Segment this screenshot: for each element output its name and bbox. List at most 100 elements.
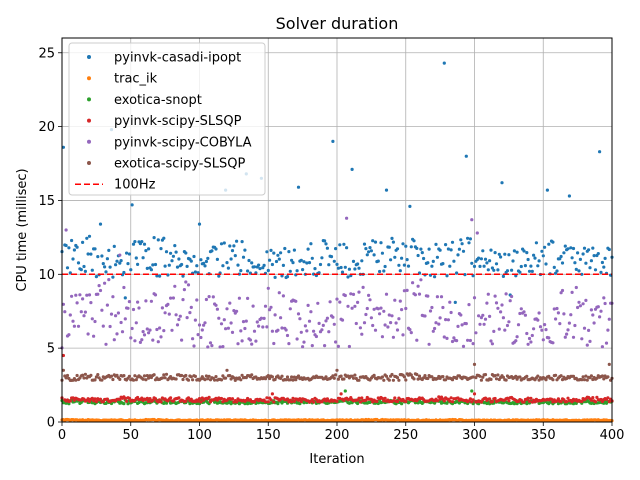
data-point xyxy=(500,303,504,307)
data-point xyxy=(442,335,446,339)
data-point xyxy=(544,262,548,266)
legend-marker xyxy=(87,55,91,59)
data-point xyxy=(544,378,548,382)
data-point xyxy=(489,248,493,252)
data-point xyxy=(525,331,529,336)
data-point xyxy=(169,375,173,379)
data-point xyxy=(397,378,401,382)
data-point xyxy=(466,338,470,342)
data-point xyxy=(236,342,240,346)
data-point xyxy=(94,275,98,279)
data-point xyxy=(587,248,591,252)
data-point xyxy=(173,244,177,248)
data-point xyxy=(587,328,591,332)
data-point xyxy=(310,398,314,402)
data-point xyxy=(162,373,166,377)
data-point xyxy=(305,261,309,265)
data-point xyxy=(94,375,98,379)
data-point xyxy=(284,378,288,382)
data-point xyxy=(162,236,166,240)
data-point xyxy=(518,375,522,379)
data-point xyxy=(103,281,107,285)
data-point xyxy=(405,288,409,292)
data-point xyxy=(584,374,588,378)
data-point xyxy=(375,399,379,403)
data-point xyxy=(455,271,459,275)
data-point xyxy=(505,269,510,273)
data-point xyxy=(147,331,151,335)
data-point xyxy=(111,295,115,299)
data-point xyxy=(130,203,134,207)
data-point xyxy=(444,378,448,382)
data-point xyxy=(450,378,455,382)
data-point xyxy=(422,256,426,261)
data-point xyxy=(489,377,493,381)
data-point xyxy=(556,311,561,315)
data-point xyxy=(376,259,380,263)
data-point xyxy=(464,322,468,326)
data-point xyxy=(96,292,100,296)
data-points xyxy=(60,61,614,423)
data-point xyxy=(155,327,159,332)
data-point xyxy=(173,284,177,288)
data-point xyxy=(494,262,499,266)
data-point xyxy=(291,261,295,265)
data-point xyxy=(175,323,180,327)
data-point xyxy=(232,376,236,380)
data-point xyxy=(247,258,251,263)
data-point xyxy=(577,269,581,273)
data-point xyxy=(457,247,461,251)
data-point xyxy=(522,249,526,253)
data-point xyxy=(449,396,453,400)
data-point xyxy=(391,335,395,339)
data-point xyxy=(357,396,361,400)
data-point xyxy=(373,328,378,332)
data-point xyxy=(384,188,389,192)
data-point xyxy=(224,327,228,331)
data-point xyxy=(270,329,274,333)
data-point xyxy=(98,288,103,293)
data-point xyxy=(503,328,507,332)
data-point xyxy=(503,252,507,256)
data-point xyxy=(439,295,444,299)
data-point xyxy=(192,254,196,259)
data-point xyxy=(533,256,537,260)
data-point xyxy=(559,374,563,378)
data-point xyxy=(589,308,594,312)
data-point xyxy=(195,298,199,302)
data-point xyxy=(346,304,350,308)
data-point xyxy=(536,374,540,378)
data-point xyxy=(116,311,120,315)
data-point xyxy=(547,336,551,340)
data-point xyxy=(573,323,577,328)
data-point xyxy=(582,378,587,382)
data-point xyxy=(569,313,573,317)
data-point xyxy=(72,248,76,252)
data-point xyxy=(336,377,340,381)
data-point xyxy=(555,306,559,311)
data-point xyxy=(560,288,565,293)
data-point xyxy=(188,311,192,315)
data-point xyxy=(397,263,401,267)
data-point xyxy=(151,263,155,267)
data-point xyxy=(206,256,210,260)
data-point xyxy=(446,247,450,251)
data-point xyxy=(519,264,523,269)
data-point xyxy=(94,400,98,404)
data-point xyxy=(390,372,394,377)
data-point xyxy=(127,374,131,378)
data-point xyxy=(123,296,127,300)
data-point xyxy=(404,244,408,248)
data-point xyxy=(181,377,185,382)
data-point xyxy=(211,295,215,299)
data-point xyxy=(79,310,83,314)
data-point xyxy=(389,258,393,262)
data-point xyxy=(178,314,182,318)
data-point xyxy=(365,253,369,257)
data-point xyxy=(81,240,85,244)
data-point xyxy=(263,400,268,404)
data-point xyxy=(125,399,129,403)
data-point xyxy=(97,284,101,288)
data-point xyxy=(529,396,533,400)
data-point xyxy=(71,319,75,323)
